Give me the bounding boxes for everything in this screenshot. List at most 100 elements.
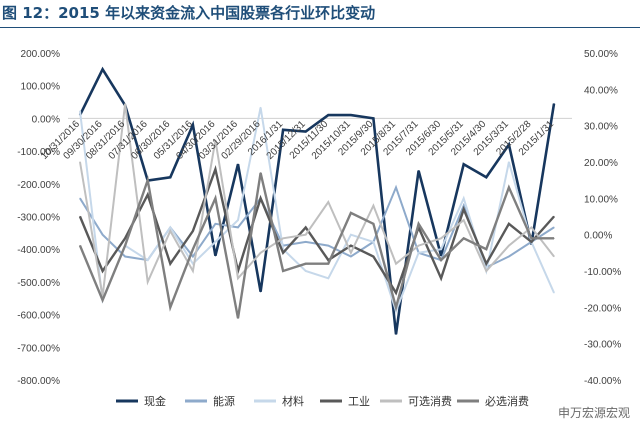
- series-4-point-11: [327, 201, 329, 203]
- series-5-point-4: [169, 306, 171, 308]
- series-0-point-19: [508, 143, 510, 146]
- source-watermark: 申万宏源宏观: [555, 404, 632, 421]
- legend-label-1: 能源: [213, 394, 235, 408]
- series-line-3: [78, 165, 555, 296]
- series-line-0: [78, 66, 556, 335]
- y-right-tick-label-1: 40.00%: [584, 85, 618, 96]
- series-5-point-20: [530, 237, 533, 239]
- y-left-tick-label-5: -300.00%: [17, 213, 60, 224]
- series-3-point-6: [214, 168, 217, 170]
- series-2-point-6: [214, 241, 217, 243]
- series-5-point-0: [79, 244, 81, 247]
- series-0-point-9: [282, 129, 284, 131]
- legend-label-4: 可选消费: [408, 394, 452, 408]
- series-0-point-12: [350, 114, 352, 116]
- series-3-point-21: [553, 215, 555, 218]
- series-1-point-21: [553, 226, 555, 228]
- series-1-point-14: [395, 186, 397, 189]
- series-4-point-8: [259, 252, 262, 254]
- series-0-point-14: [395, 333, 397, 335]
- series-4-point-20: [530, 226, 533, 228]
- series-3-point-1: [101, 270, 104, 272]
- series-3-point-5: [192, 230, 194, 232]
- series-2-point-8: [259, 106, 262, 109]
- y-left-tick-label-10: -800.00%: [17, 376, 60, 387]
- y-right-tick-label-5: 0.00%: [584, 231, 612, 242]
- series-4-point-2: [124, 103, 126, 105]
- series-4-point-5: [192, 270, 194, 272]
- series-5-point-17: [463, 237, 465, 239]
- series-1-point-10: [305, 241, 307, 243]
- series-5-point-12: [350, 212, 352, 214]
- series-0-point-10: [305, 130, 307, 133]
- series-1-point-12: [350, 255, 352, 258]
- series-5-point-11: [327, 263, 329, 265]
- series-0-point-17: [463, 163, 465, 165]
- series-2-point-7: [237, 219, 239, 221]
- series-0-point-15: [417, 170, 420, 172]
- y-right-tick-label-0: 50.00%: [584, 49, 618, 60]
- series-3-point-17: [463, 208, 465, 210]
- title-divider: [0, 27, 640, 28]
- y-left-tick-label-6: -400.00%: [17, 245, 60, 256]
- series-3-point-20: [530, 241, 533, 243]
- series-4-point-18: [485, 270, 487, 272]
- y-right-tick-label-9: -40.00%: [584, 376, 621, 387]
- series-5-point-1: [101, 299, 104, 301]
- series-4-point-10: [305, 234, 307, 236]
- series-5-point-13: [372, 223, 375, 225]
- series-3-point-18: [485, 263, 487, 265]
- series-1-point-19: [508, 255, 510, 258]
- series-2-point-10: [305, 270, 307, 272]
- series-2-point-19: [508, 161, 510, 163]
- series-5-point-9: [282, 270, 284, 272]
- series-4-point-0: [79, 161, 81, 163]
- legend-label-0: 现金: [144, 394, 166, 408]
- y-right-tick-label-2: 30.00%: [584, 122, 618, 133]
- legend-label-5: 必选消费: [485, 394, 529, 408]
- series-5-point-16: [440, 259, 442, 261]
- series-4-point-14: [395, 263, 397, 265]
- series-3-point-4: [169, 263, 171, 265]
- series-3-point-19: [508, 223, 510, 225]
- series-0-point-6: [214, 255, 217, 257]
- series-4-point-3: [147, 281, 149, 283]
- series-line-4: [79, 103, 555, 297]
- series-3-point-3: [147, 194, 149, 196]
- chart-title: 图 12：2015 年以来资金流入中国股票各行业环比变动: [2, 4, 376, 22]
- series-1-point-11: [327, 244, 329, 247]
- series-3-point-0: [79, 215, 81, 218]
- series-0-point-11: [327, 114, 329, 116]
- legend-label-3: 工业: [348, 395, 370, 408]
- y-right-tick-label-8: -30.00%: [584, 340, 621, 351]
- series-4-point-21: [553, 255, 555, 258]
- legend-label-2: 材料: [282, 394, 304, 408]
- series-5-point-15: [417, 223, 420, 225]
- series-3-point-9: [282, 252, 284, 254]
- series-5-point-10: [305, 263, 307, 265]
- series-4-point-15: [417, 244, 420, 247]
- series-0-point-5: [192, 124, 194, 126]
- series-0-point-21: [553, 103, 555, 105]
- series-4-point-7: [237, 277, 239, 279]
- series-2-point-11: [327, 277, 329, 279]
- series-1-point-0: [79, 197, 81, 199]
- series-5-point-14: [395, 306, 397, 308]
- series-5-point-21: [553, 237, 555, 239]
- y-left-tick-label-8: -600.00%: [17, 311, 60, 322]
- series-1-point-6: [214, 223, 217, 225]
- series-2-point-13: [372, 241, 375, 243]
- series-4-point-4: [169, 230, 171, 232]
- series-0-point-18: [485, 176, 487, 178]
- y-left-tick-label-7: -500.00%: [17, 278, 60, 289]
- series-1-point-1: [101, 234, 104, 236]
- series-3-point-10: [305, 226, 307, 228]
- series-2-point-16: [440, 248, 442, 250]
- series-3-point-12: [350, 244, 352, 247]
- series-4-point-13: [372, 205, 375, 207]
- y-right-tick-label-3: 20.00%: [584, 158, 618, 169]
- series-1-point-5: [192, 255, 194, 258]
- series-0-point-16: [440, 255, 442, 257]
- series-1-point-7: [237, 226, 239, 228]
- series-0-point-13: [372, 117, 375, 119]
